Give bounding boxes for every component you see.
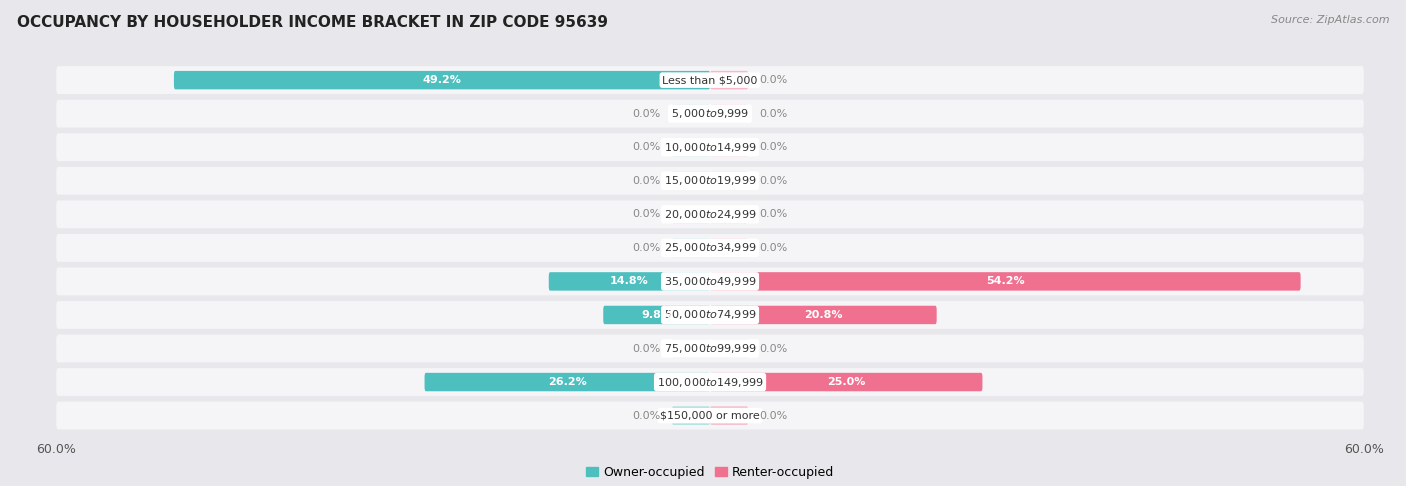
FancyBboxPatch shape	[672, 339, 710, 358]
Text: $150,000 or more: $150,000 or more	[661, 411, 759, 420]
FancyBboxPatch shape	[56, 66, 1364, 94]
Text: 20.8%: 20.8%	[804, 310, 842, 320]
FancyBboxPatch shape	[672, 138, 710, 156]
FancyBboxPatch shape	[710, 373, 983, 391]
Text: 0.0%: 0.0%	[759, 75, 787, 85]
Text: 0.0%: 0.0%	[633, 411, 661, 420]
FancyBboxPatch shape	[425, 373, 710, 391]
Text: 0.0%: 0.0%	[759, 209, 787, 219]
FancyBboxPatch shape	[710, 339, 748, 358]
Text: $25,000 to $34,999: $25,000 to $34,999	[664, 242, 756, 254]
FancyBboxPatch shape	[710, 71, 748, 89]
Text: 26.2%: 26.2%	[548, 377, 586, 387]
Text: 9.8%: 9.8%	[641, 310, 672, 320]
Text: $100,000 to $149,999: $100,000 to $149,999	[657, 376, 763, 388]
Text: 0.0%: 0.0%	[759, 243, 787, 253]
FancyBboxPatch shape	[56, 301, 1364, 329]
Text: 0.0%: 0.0%	[633, 344, 661, 353]
FancyBboxPatch shape	[56, 368, 1364, 396]
FancyBboxPatch shape	[56, 334, 1364, 363]
Text: $5,000 to $9,999: $5,000 to $9,999	[671, 107, 749, 120]
FancyBboxPatch shape	[710, 104, 748, 123]
FancyBboxPatch shape	[672, 406, 710, 425]
Text: 49.2%: 49.2%	[423, 75, 461, 85]
Text: $35,000 to $49,999: $35,000 to $49,999	[664, 275, 756, 288]
Text: OCCUPANCY BY HOUSEHOLDER INCOME BRACKET IN ZIP CODE 95639: OCCUPANCY BY HOUSEHOLDER INCOME BRACKET …	[17, 15, 607, 30]
FancyBboxPatch shape	[672, 205, 710, 224]
Legend: Owner-occupied, Renter-occupied: Owner-occupied, Renter-occupied	[581, 461, 839, 484]
FancyBboxPatch shape	[603, 306, 710, 324]
FancyBboxPatch shape	[710, 272, 1301, 291]
FancyBboxPatch shape	[56, 100, 1364, 128]
Text: $15,000 to $19,999: $15,000 to $19,999	[664, 174, 756, 187]
Text: 0.0%: 0.0%	[759, 109, 787, 119]
FancyBboxPatch shape	[672, 239, 710, 257]
FancyBboxPatch shape	[548, 272, 710, 291]
Text: 0.0%: 0.0%	[759, 411, 787, 420]
Text: 0.0%: 0.0%	[633, 142, 661, 152]
Text: Less than $5,000: Less than $5,000	[662, 75, 758, 85]
Text: 0.0%: 0.0%	[759, 176, 787, 186]
FancyBboxPatch shape	[710, 138, 748, 156]
Text: $75,000 to $99,999: $75,000 to $99,999	[664, 342, 756, 355]
Text: 54.2%: 54.2%	[986, 277, 1025, 286]
Text: Source: ZipAtlas.com: Source: ZipAtlas.com	[1271, 15, 1389, 25]
FancyBboxPatch shape	[174, 71, 710, 89]
Text: 14.8%: 14.8%	[610, 277, 648, 286]
FancyBboxPatch shape	[56, 200, 1364, 228]
FancyBboxPatch shape	[710, 239, 748, 257]
FancyBboxPatch shape	[710, 172, 748, 190]
FancyBboxPatch shape	[56, 267, 1364, 295]
Text: $20,000 to $24,999: $20,000 to $24,999	[664, 208, 756, 221]
Text: 0.0%: 0.0%	[633, 109, 661, 119]
FancyBboxPatch shape	[56, 167, 1364, 195]
FancyBboxPatch shape	[56, 234, 1364, 262]
FancyBboxPatch shape	[710, 306, 936, 324]
FancyBboxPatch shape	[672, 104, 710, 123]
FancyBboxPatch shape	[56, 133, 1364, 161]
Text: 0.0%: 0.0%	[633, 243, 661, 253]
Text: $10,000 to $14,999: $10,000 to $14,999	[664, 141, 756, 154]
Text: $50,000 to $74,999: $50,000 to $74,999	[664, 309, 756, 321]
FancyBboxPatch shape	[710, 205, 748, 224]
FancyBboxPatch shape	[672, 172, 710, 190]
Text: 25.0%: 25.0%	[827, 377, 866, 387]
FancyBboxPatch shape	[56, 401, 1364, 430]
FancyBboxPatch shape	[710, 406, 748, 425]
Text: 0.0%: 0.0%	[633, 209, 661, 219]
Text: 0.0%: 0.0%	[759, 142, 787, 152]
Text: 0.0%: 0.0%	[633, 176, 661, 186]
Text: 0.0%: 0.0%	[759, 344, 787, 353]
